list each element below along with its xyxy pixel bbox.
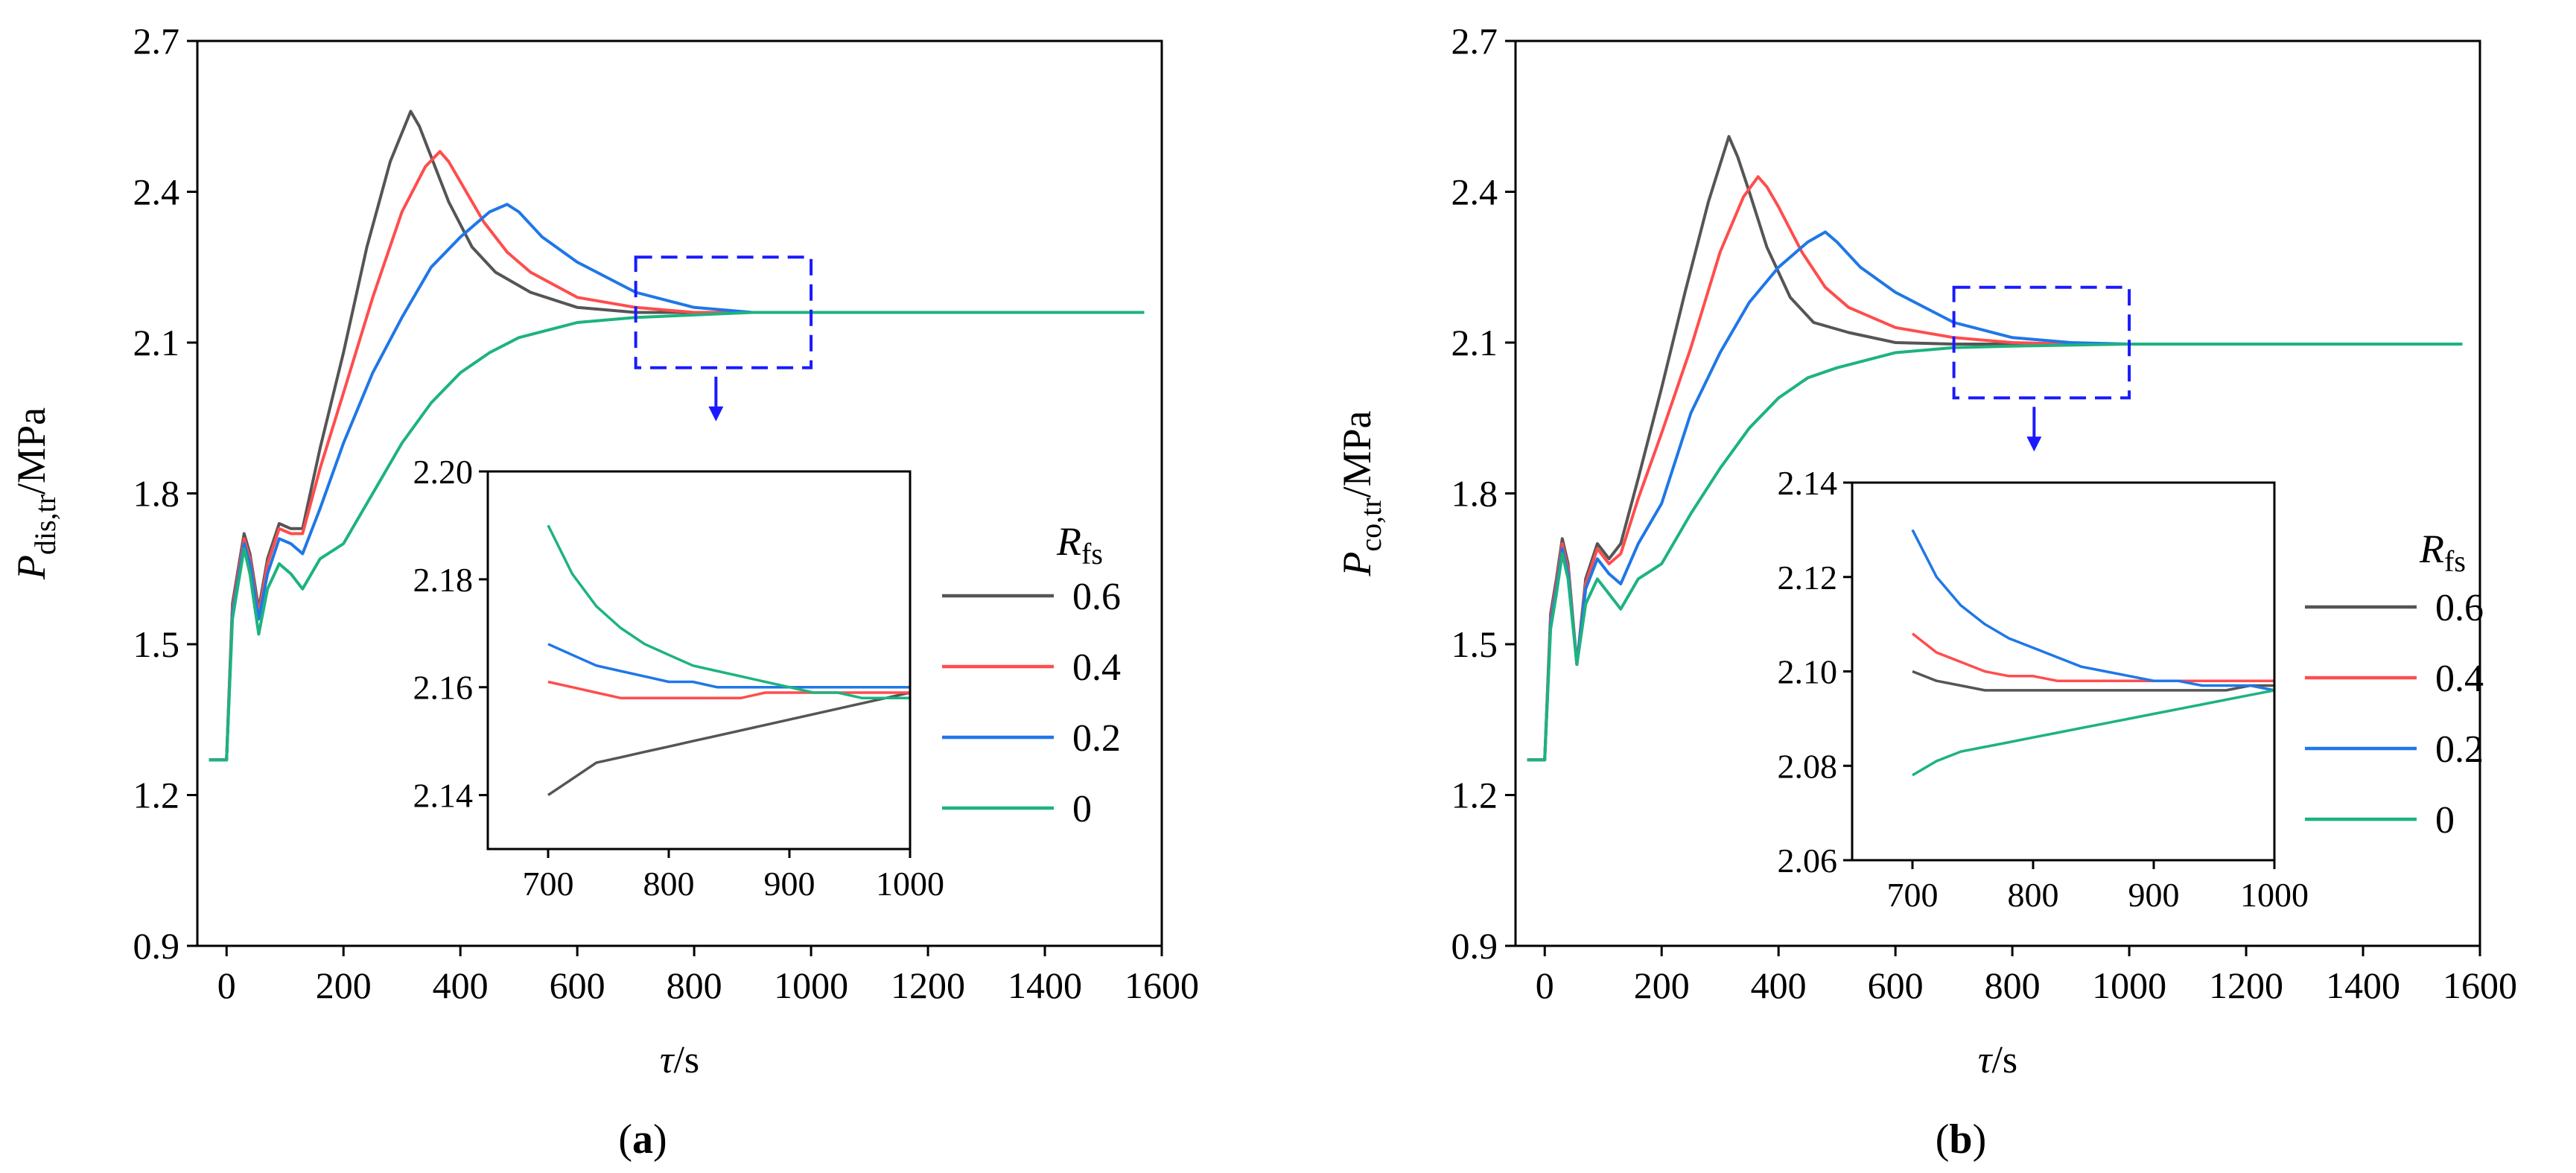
x-tick-label: 800 bbox=[1985, 964, 2041, 1006]
y-tick-label: 1.5 bbox=[133, 623, 180, 665]
inset-x-tick-label: 800 bbox=[2008, 876, 2059, 914]
inset-y-tick-label: 2.18 bbox=[413, 561, 474, 599]
x-tick-label: 800 bbox=[667, 964, 722, 1006]
legend-entry-label: 0.6 bbox=[2435, 587, 2484, 629]
x-tick-label: 200 bbox=[1634, 964, 1690, 1006]
inset-background bbox=[488, 471, 910, 849]
y-tick-label: 1.2 bbox=[133, 775, 180, 816]
x-tick-label: 0 bbox=[217, 964, 236, 1006]
legend-entry-label: 0.2 bbox=[2435, 728, 2484, 771]
zoom-region-box bbox=[634, 255, 813, 369]
series-line-0 bbox=[1527, 343, 2463, 762]
inset-series-line-0.2 bbox=[1911, 529, 2275, 692]
y-tick-label: 2.1 bbox=[1451, 322, 1498, 363]
inset-y-tick-label: 2.12 bbox=[1778, 559, 1838, 597]
inset-y-tick-label: 2.14 bbox=[413, 777, 474, 815]
inset-y-tick-label: 2.14 bbox=[1778, 464, 1838, 502]
inset-y-tick-label: 2.16 bbox=[413, 669, 474, 707]
legend: Rfs 0.6 0.4 0.2 0 bbox=[942, 519, 1121, 830]
legend-entry-label: 0.6 bbox=[1072, 576, 1121, 618]
inset-x-tick-label: 1000 bbox=[2240, 876, 2309, 914]
y-tick-label: 2.7 bbox=[1451, 20, 1498, 62]
x-tick-label: 1400 bbox=[2326, 964, 2400, 1006]
y-tick-label: 1.8 bbox=[133, 473, 180, 515]
panel-label: (b) bbox=[1936, 1116, 1986, 1163]
chart-panel-a: 0 200 400 600 800 1000 1200 1400 1600 0.9 1.2 1.5 1.… bbox=[9, 20, 1199, 1163]
inset-frame bbox=[486, 470, 912, 851]
inset-x-tick-label: 900 bbox=[764, 865, 815, 903]
x-tick-label: 200 bbox=[316, 964, 372, 1006]
y-tick-label: 1.2 bbox=[1451, 775, 1498, 816]
x-tick-label: 400 bbox=[1751, 964, 1807, 1006]
legend-entry-label: 0 bbox=[1072, 788, 1092, 830]
x-tick-label: 600 bbox=[1868, 964, 1924, 1006]
inset-x-tick-label: 800 bbox=[643, 865, 695, 903]
inset-series-line-0.6 bbox=[547, 691, 911, 797]
inset-x-tick-label: 900 bbox=[2128, 876, 2180, 914]
inset-series-line-0.6 bbox=[1912, 670, 2274, 692]
x-tick-label: 1200 bbox=[891, 964, 965, 1006]
zoom-arrow-head bbox=[708, 406, 724, 422]
y-axis-label: Pdis,tr/MPa bbox=[9, 407, 62, 580]
inset-x-tick-label: 700 bbox=[1887, 876, 1939, 914]
inset-chart: 700 800 900 1000 2.14 2.16 2.18 2.20 bbox=[413, 453, 945, 903]
inset-series-line-0.4 bbox=[1911, 632, 2274, 682]
inset-series-line-0 bbox=[1912, 689, 2275, 777]
legend-entry-label: 0 bbox=[2435, 799, 2455, 842]
series-line-0.2 bbox=[209, 203, 1145, 762]
x-tick-label: 1000 bbox=[2092, 964, 2166, 1006]
inset-x-tick-label: 1000 bbox=[876, 865, 944, 903]
inset-series-line-0.2 bbox=[547, 643, 910, 689]
legend-entry-label: 0.4 bbox=[1072, 646, 1121, 689]
legend-entry-label: 0.4 bbox=[2435, 658, 2484, 700]
y-tick-label: 1.5 bbox=[1451, 623, 1498, 665]
y-tick-label: 2.4 bbox=[1451, 171, 1498, 213]
x-axis-label: τ/s bbox=[1978, 1039, 2017, 1081]
y-tick-label: 0.9 bbox=[133, 925, 180, 967]
inset-y-tick-label: 2.20 bbox=[413, 453, 474, 491]
inset-chart: 700 800 900 1000 2.06 2.08 2.10 2.12 2.14 bbox=[1778, 464, 2309, 914]
y-tick-label: 2.7 bbox=[133, 20, 180, 62]
y-tick-label: 0.9 bbox=[1451, 925, 1498, 967]
x-tick-label: 1200 bbox=[2209, 964, 2283, 1006]
inset-x-tick-label: 700 bbox=[523, 865, 574, 903]
zoom-region-box bbox=[1952, 285, 2131, 400]
x-tick-label: 1400 bbox=[1008, 964, 1082, 1006]
legend-title: Rfs bbox=[2419, 527, 2466, 578]
x-tick-label: 400 bbox=[433, 964, 489, 1006]
y-tick-label: 2.1 bbox=[133, 322, 180, 363]
y-axis-label: Pco,tr/MPa bbox=[1335, 410, 1387, 576]
inset-background bbox=[1852, 483, 2274, 860]
x-tick-label: 1000 bbox=[774, 964, 848, 1006]
x-tick-label: 0 bbox=[1536, 964, 1554, 1006]
panel-label: (a) bbox=[618, 1116, 667, 1163]
y-tick-label: 2.4 bbox=[133, 171, 180, 213]
legend-title: Rfs bbox=[1056, 519, 1103, 570]
x-tick-label: 1600 bbox=[1125, 964, 1199, 1006]
inset-y-tick-label: 2.08 bbox=[1778, 747, 1838, 785]
zoom-arrow-head bbox=[2026, 436, 2042, 452]
inset-y-tick-label: 2.10 bbox=[1778, 653, 1838, 691]
x-tick-label: 600 bbox=[550, 964, 605, 1006]
x-tick-label: 1600 bbox=[2443, 964, 2517, 1006]
x-axis-label: τ/s bbox=[660, 1039, 699, 1081]
legend-entry-label: 0.2 bbox=[1072, 717, 1121, 760]
legend: Rfs 0.6 0.4 0.2 0 bbox=[2305, 527, 2484, 842]
y-tick-label: 1.8 bbox=[1451, 473, 1498, 515]
inset-series-line-0 bbox=[547, 524, 910, 699]
chart-panel-b: 0 200 400 600 800 1000 1200 1400 1600 0.9 1.2 1.5 1.… bbox=[1335, 20, 2517, 1163]
inset-series-line-0.4 bbox=[547, 680, 910, 699]
inset-y-tick-label: 2.06 bbox=[1778, 842, 1838, 880]
series-line-0 bbox=[209, 311, 1145, 762]
